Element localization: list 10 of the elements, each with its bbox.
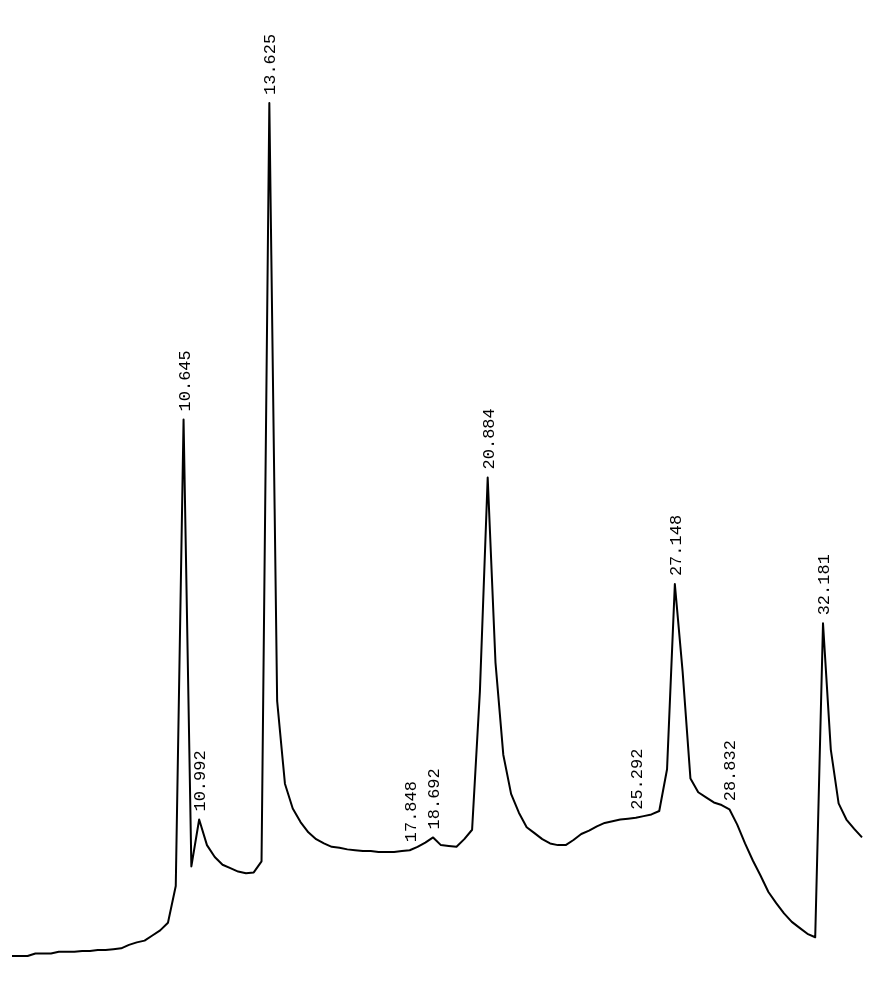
x-tick-label: 10.992 [191,750,211,812]
x-tick-label: 13.625 [261,33,281,95]
x-tick-label: 27.148 [666,514,686,577]
x-tick-label: 17.848 [401,781,421,843]
x-tick-label: 25.292 [627,748,647,810]
x-tick-label: 32.181 [814,554,834,616]
x-tick-label: 20.884 [479,408,499,470]
x-tick-label: 10.645 [175,350,195,412]
x-tick-label: 18.692 [425,768,445,830]
x-tick-label: 28.832 [721,740,741,802]
